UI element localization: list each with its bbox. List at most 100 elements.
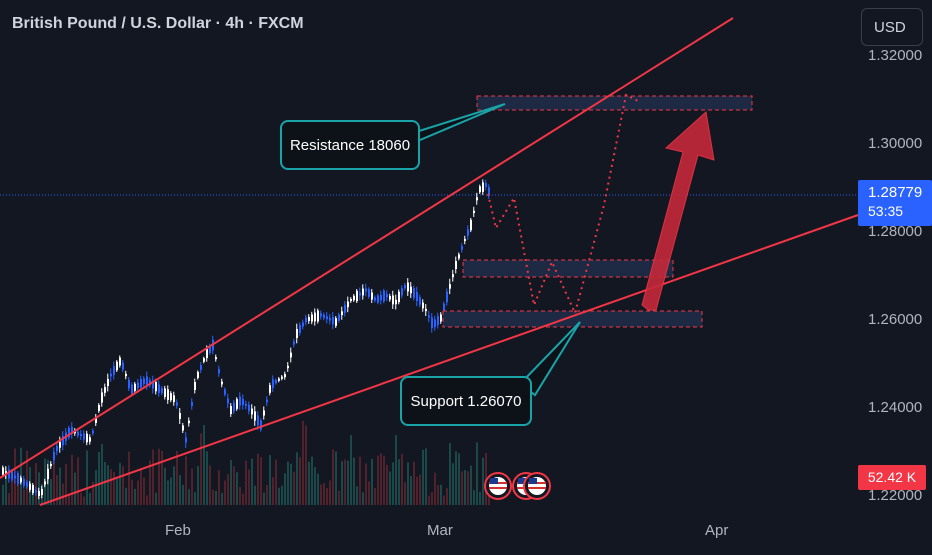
candle-body	[221, 381, 223, 385]
us-flag-icon[interactable]	[484, 472, 512, 500]
volume-bar	[248, 469, 250, 505]
candle-body	[26, 481, 28, 488]
resistance-callout[interactable]: Resistance 18060	[280, 120, 420, 170]
volume-bar	[275, 459, 277, 505]
volume-bar	[287, 461, 289, 505]
candle-body	[260, 420, 262, 430]
symbol-title[interactable]: British Pound / U.S. Dollar · 4h · FXCM	[12, 15, 304, 32]
candle-body	[422, 302, 424, 309]
up-arrow-icon	[641, 111, 715, 311]
volume-bar	[380, 453, 382, 505]
volume-bar	[173, 466, 175, 505]
candle-body	[32, 485, 34, 493]
candle-body	[209, 345, 211, 354]
support-callout[interactable]: Support 1.26070	[400, 376, 532, 426]
candle-body	[38, 491, 40, 496]
candle-body	[386, 294, 388, 298]
candle-body	[179, 412, 181, 420]
candle-body	[350, 298, 352, 302]
candle-body	[401, 288, 403, 296]
volume-bar	[53, 453, 55, 505]
candle-body	[296, 329, 298, 338]
current-price-value: 1.28779	[868, 184, 923, 201]
candle-body	[380, 294, 382, 301]
mid-zone[interactable]	[462, 259, 674, 278]
volume-bar	[437, 484, 439, 505]
candle-body	[80, 433, 82, 437]
volume-bar	[233, 466, 235, 505]
candle-body	[371, 292, 373, 300]
candle-body	[305, 317, 307, 323]
candle-body	[413, 288, 415, 298]
volume-bar	[104, 461, 106, 505]
volume-bar	[482, 457, 484, 505]
candle-body	[164, 388, 166, 397]
volume-bar	[359, 456, 361, 505]
candle-body	[449, 284, 451, 289]
time-axis-label: Mar	[427, 522, 453, 539]
candle-body	[278, 378, 280, 381]
candle-body	[59, 441, 61, 448]
candle-body	[266, 399, 268, 403]
volume-bar	[185, 456, 187, 505]
support-zone[interactable]	[442, 310, 703, 328]
lower-trendline[interactable]	[39, 214, 859, 506]
candle-body	[245, 403, 247, 407]
volume-bar	[272, 477, 274, 505]
volume-bar	[386, 464, 388, 505]
volume-bar	[92, 481, 94, 505]
volume-bar	[335, 451, 337, 505]
volume-bar	[410, 476, 412, 505]
volume-bar	[362, 492, 364, 505]
currency-button[interactable]: USD	[861, 8, 923, 46]
volume-bar	[65, 463, 67, 505]
candle-body	[152, 380, 154, 389]
volume-bar	[254, 485, 256, 505]
candle-body	[365, 288, 367, 292]
volume-bar	[314, 467, 316, 505]
price-axis-label: 1.26000	[868, 311, 922, 328]
volume-bar	[455, 451, 457, 505]
candle-body	[194, 382, 196, 390]
us-flag-icon[interactable]	[523, 472, 551, 500]
volume-bar	[194, 492, 196, 505]
candle-body	[107, 379, 109, 386]
candle-body	[146, 376, 148, 385]
volume-bar	[488, 496, 490, 505]
candle-body	[341, 311, 343, 316]
volume-bar	[230, 460, 232, 505]
candle-body	[173, 395, 175, 403]
candle-body	[272, 379, 274, 388]
volume-bar	[137, 480, 139, 505]
price-axis-label: 1.32000	[868, 47, 922, 64]
candle-body	[419, 297, 421, 305]
candle-body	[44, 481, 46, 485]
candle-body	[98, 405, 100, 411]
candle-body	[464, 238, 466, 242]
candle-body	[41, 488, 43, 496]
candle-body	[122, 362, 124, 370]
candle-body	[275, 380, 277, 384]
volume-bar	[479, 491, 481, 505]
volume-bar	[191, 468, 193, 505]
volume-bar	[212, 489, 214, 505]
candle-body	[248, 404, 250, 412]
volume-bar	[131, 479, 133, 505]
candle-body	[359, 292, 361, 296]
candle-body	[113, 366, 115, 375]
candle-body	[230, 405, 232, 415]
volume-bar	[290, 463, 292, 505]
candle-body	[293, 341, 295, 345]
volume-bar	[443, 495, 445, 505]
candle-body	[434, 319, 436, 328]
volume-bar	[86, 450, 88, 505]
candle-body	[437, 316, 439, 326]
resistance-zone[interactable]	[476, 95, 753, 111]
volume-bar	[266, 485, 268, 505]
volume-bar	[377, 455, 379, 505]
upper-trendline[interactable]	[0, 17, 734, 479]
candle-body	[416, 291, 418, 302]
volume-bar	[269, 454, 271, 505]
